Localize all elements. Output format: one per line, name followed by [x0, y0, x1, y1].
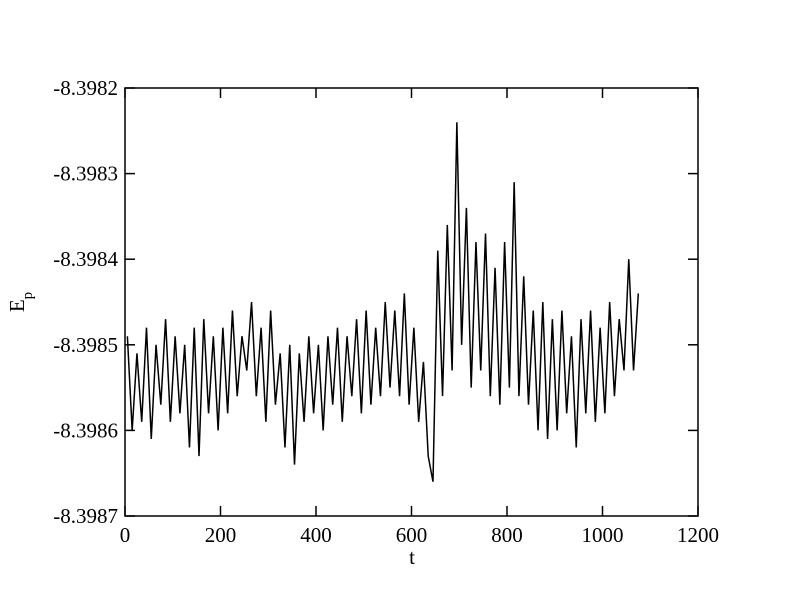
- y-axis-label: Ep: [5, 292, 36, 312]
- x-tick-label: 200: [205, 523, 237, 547]
- y-tick-label: -8.3983: [53, 162, 118, 186]
- x-tick-label: 400: [300, 523, 332, 547]
- data-line: [126, 122, 640, 482]
- x-tick-label: 0: [120, 523, 131, 547]
- x-tick-label: 800: [491, 523, 523, 547]
- plot-frame: [124, 87, 699, 517]
- y-tick-label: -8.3982: [53, 76, 118, 100]
- x-tick-label: 600: [396, 523, 428, 547]
- y-axis-label-sub: p: [20, 292, 36, 300]
- x-tick-label: 1200: [677, 523, 719, 547]
- y-tick-label: -8.3984: [53, 247, 118, 271]
- x-axis-label: t: [409, 545, 415, 569]
- y-tick-label: -8.3985: [53, 333, 118, 357]
- y-axis-label-main: E: [5, 299, 29, 312]
- y-tick-label: -8.3987: [53, 504, 118, 528]
- y-tick-label: -8.3986: [53, 418, 118, 442]
- x-tick-label: 1000: [582, 523, 624, 547]
